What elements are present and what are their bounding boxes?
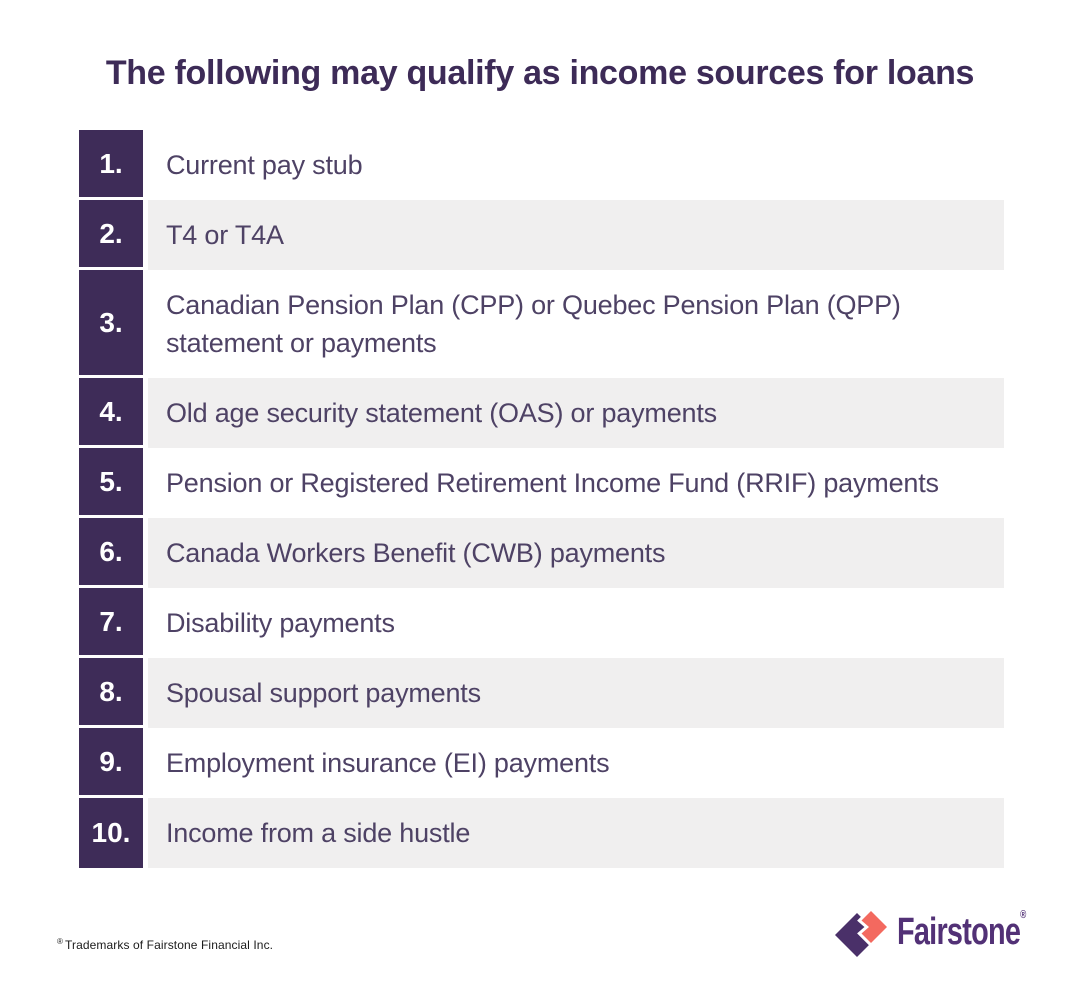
item-number-badge: 7. — [79, 588, 143, 658]
list-item: 1. Current pay stub — [79, 130, 1004, 200]
item-text: Employment insurance (EI) payments — [166, 748, 610, 778]
item-number-badge: 2. — [79, 200, 143, 270]
trademark-note: ® Trademarks of Fairstone Financial Inc. — [57, 937, 274, 952]
list-item: 5. Pension or Registered Retirement Inco… — [79, 448, 1004, 518]
page-title: The following may qualify as income sour… — [105, 54, 975, 92]
item-text: Income from a side hustle — [148, 798, 1004, 868]
income-sources-list: 1. Current pay stub 2. T4 or T4A 3. Cana… — [79, 130, 1004, 868]
item-text: Canada Workers Benefit (CWB) payments — [148, 518, 1004, 588]
item-number-badge: 9. — [79, 728, 143, 798]
trademark-note-text: Trademarks of Fairstone Financial Inc. — [65, 938, 274, 952]
fairstone-wordmark-text: Fairstone — [897, 911, 1021, 953]
fairstone-diamond-icon — [835, 906, 889, 957]
list-item: 9. Employment insurance (EI) payments — [79, 728, 1004, 798]
item-number-badge: 5. — [79, 448, 143, 518]
item-text: Canadian Pension Plan (CPP) or Quebec Pe… — [166, 290, 901, 358]
list-item: 10. Income from a side hustle — [79, 798, 1004, 868]
list-item: 2. T4 or T4A — [79, 200, 1004, 270]
item-text: Disability payments — [166, 608, 395, 638]
list-item: 8. Spousal support payments — [79, 658, 1004, 728]
item-number-badge: 10. — [79, 798, 143, 868]
list-item: 4. Old age security statement (OAS) or p… — [79, 378, 1004, 448]
item-number-badge: 1. — [79, 130, 143, 200]
item-number-badge: 4. — [79, 378, 143, 448]
logo-registered-symbol: ® — [1020, 909, 1026, 921]
item-text: Current pay stub — [166, 150, 363, 180]
item-text: Pension or Registered Retirement Income … — [166, 468, 939, 498]
item-number-badge: 8. — [79, 658, 143, 728]
list-item: 3. Canadian Pension Plan (CPP) or Quebec… — [79, 270, 1004, 378]
item-text: Old age security statement (OAS) or paym… — [148, 378, 1004, 448]
registered-symbol: ® — [57, 937, 63, 946]
item-number-badge: 6. — [79, 518, 143, 588]
fairstone-logo: Fairstone® — [833, 903, 1066, 959]
item-text: T4 or T4A — [148, 200, 1004, 270]
item-number-badge: 3. — [79, 270, 143, 378]
list-item: 7. Disability payments — [79, 588, 1004, 658]
fairstone-wordmark: Fairstone® — [897, 909, 1026, 954]
list-item: 6. Canada Workers Benefit (CWB) payments — [79, 518, 1004, 588]
item-text: Spousal support payments — [148, 658, 1004, 728]
